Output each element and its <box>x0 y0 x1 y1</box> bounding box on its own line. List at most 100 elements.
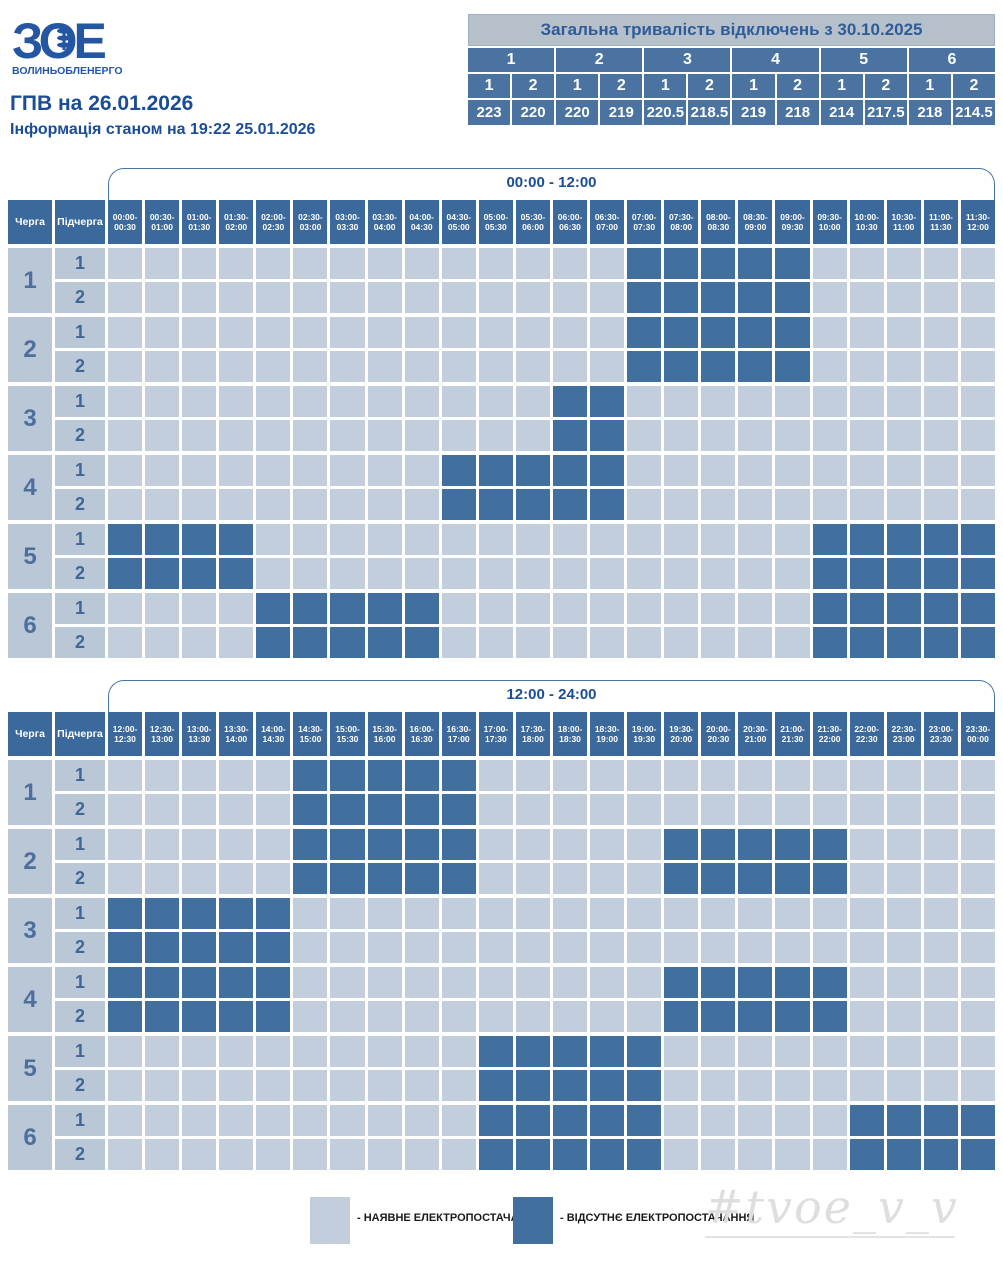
cell-power-on <box>256 1036 291 1067</box>
cell-power-on <box>849 420 884 451</box>
cell-power-on <box>886 1036 921 1067</box>
cell-power-on <box>738 420 773 451</box>
cell-power-on <box>182 351 217 382</box>
time-slot-header: 23:30- 00:00 <box>960 712 995 756</box>
cell-power-on <box>960 932 995 963</box>
cell-power-on <box>738 558 773 589</box>
time-slot-header: 13:00- 13:30 <box>182 712 217 756</box>
summary-duration-value: 219 <box>732 100 775 125</box>
cell-power-on <box>775 489 810 520</box>
cell-power-off <box>775 829 810 860</box>
time-slot-start: 12:00- <box>112 724 138 734</box>
cell-power-on <box>849 455 884 486</box>
cell-power-on <box>404 351 439 382</box>
cell-power-off <box>441 863 476 894</box>
cell-power-on <box>182 386 217 417</box>
cell-power-on <box>960 794 995 825</box>
cell-power-on <box>108 794 143 825</box>
cell-power-on <box>330 1139 365 1170</box>
subqueue-number: 2 <box>55 932 105 963</box>
cell-power-on <box>256 489 291 520</box>
cell-power-on <box>182 248 217 279</box>
cell-power-on <box>515 829 550 860</box>
cell-power-on <box>775 794 810 825</box>
cell-power-on <box>182 1139 217 1170</box>
cell-power-off <box>849 524 884 555</box>
cell-power-off <box>441 760 476 791</box>
cell-power-on <box>145 455 180 486</box>
cell-power-on <box>664 1105 699 1136</box>
cell-power-on <box>404 317 439 348</box>
cell-power-on <box>404 1105 439 1136</box>
cell-power-off <box>701 248 736 279</box>
time-slot-header: 08:30- 09:00 <box>738 200 773 244</box>
cell-power-off <box>552 1036 588 1067</box>
cell-power-on <box>145 760 180 791</box>
cell-power-off <box>812 558 847 589</box>
time-slot-end: 20:30 <box>707 734 730 744</box>
cell-power-on <box>812 1139 847 1170</box>
cell-power-on <box>330 386 365 417</box>
cell-power-on <box>627 863 662 894</box>
cell-power-on <box>404 1036 439 1067</box>
cell-power-on <box>812 898 847 929</box>
cell-power-on <box>330 351 365 382</box>
cell-power-on <box>256 317 291 348</box>
cell-power-on <box>515 282 550 313</box>
cell-power-on <box>256 558 291 589</box>
cell-power-on <box>701 627 736 658</box>
cell-power-on <box>478 898 513 929</box>
time-slot-end: 20:00 <box>670 734 693 744</box>
time-slot-start: 17:30- <box>520 724 546 734</box>
time-slot-header: 08:00- 08:30 <box>701 200 736 244</box>
cell-power-on <box>960 1001 995 1032</box>
cell-power-on <box>108 760 143 791</box>
cell-power-on <box>775 898 810 929</box>
cell-power-on <box>886 1070 921 1101</box>
cell-power-on <box>775 386 810 417</box>
cell-power-off <box>145 967 180 998</box>
time-slot-start: 20:30- <box>743 724 768 734</box>
cell-power-off <box>960 1139 995 1170</box>
cell-power-on <box>441 282 476 313</box>
cell-power-on <box>664 455 699 486</box>
cell-power-on <box>812 1070 847 1101</box>
cell-power-on <box>478 351 513 382</box>
cell-power-off <box>367 794 402 825</box>
cell-power-on <box>886 967 921 998</box>
cell-power-on <box>330 898 365 929</box>
summary-subgroup-label: 1 <box>644 74 687 98</box>
cell-power-off <box>293 863 328 894</box>
time-slot-start: 21:00- <box>780 724 805 734</box>
cell-power-on <box>590 524 625 555</box>
subqueue-number: 1 <box>55 386 105 417</box>
cell-power-on <box>293 558 328 589</box>
summary-group-label: 3 <box>644 48 731 72</box>
cell-power-off <box>367 863 402 894</box>
cell-power-off <box>330 627 365 658</box>
time-slot-end: 19:00 <box>596 734 618 744</box>
schedule-header-row: Черга Підчерга 00:00- 00:30 00:30- 01:00 01:00… <box>8 200 995 244</box>
cell-power-on <box>923 455 958 486</box>
cell-power-on <box>849 794 884 825</box>
cell-power-on <box>552 898 588 929</box>
cell-power-on <box>738 898 773 929</box>
summary-group-label: 2 <box>556 48 643 72</box>
cell-power-on <box>219 1036 254 1067</box>
legend-power-off-label: - ВІДСУТНЄ ЕЛЕКТРОПОСТАЧАННЯ <box>560 1212 755 1224</box>
insulator-icon <box>57 26 71 50</box>
cell-power-off <box>664 317 699 348</box>
time-slot-end: 12:00 <box>967 222 989 232</box>
queue-number: 5 <box>8 1036 52 1101</box>
cell-power-off <box>404 863 439 894</box>
time-slot-header: 10:30- 11:00 <box>886 200 921 244</box>
cell-power-on <box>664 386 699 417</box>
cell-power-on <box>886 386 921 417</box>
time-slot-end: 07:30 <box>633 222 656 232</box>
time-slot-header: 09:30- 10:00 <box>812 200 847 244</box>
time-slot-header: 21:30- 22:00 <box>812 712 847 756</box>
summary-title: Загальна тривалість відключень з 30.10.2… <box>468 14 995 46</box>
cell-power-on <box>738 1070 773 1101</box>
